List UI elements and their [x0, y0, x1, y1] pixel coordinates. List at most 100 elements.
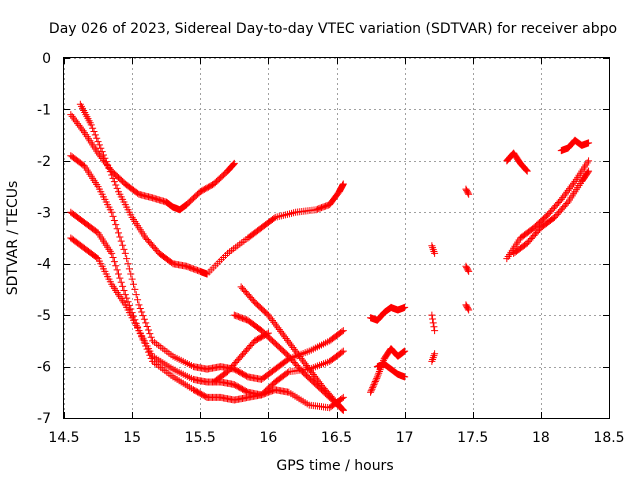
data-point — [570, 179, 578, 187]
data-point — [97, 144, 105, 152]
y-tick-label: -2 — [37, 154, 51, 170]
data-point — [93, 134, 101, 142]
data-point — [315, 378, 323, 386]
data-point — [143, 322, 151, 330]
data-point — [78, 125, 86, 133]
data-point — [72, 118, 80, 126]
data-point — [91, 131, 99, 139]
data-point — [75, 121, 83, 129]
data-point — [270, 318, 278, 326]
series-arc-24 — [503, 157, 593, 263]
chart-title: Day 026 of 2023, Sidereal Day-to-day VTE… — [49, 21, 617, 37]
y-tick-label: -6 — [37, 360, 51, 376]
data-point — [119, 282, 127, 290]
data-point — [303, 362, 311, 370]
series-arc-11 — [230, 311, 347, 414]
data-point — [142, 319, 150, 327]
series-arc-20 — [462, 185, 473, 198]
data-point — [140, 339, 148, 347]
data-point — [309, 371, 317, 379]
data-point — [140, 315, 148, 323]
data-point — [565, 185, 573, 193]
series-arc-22 — [462, 301, 473, 314]
series-arc-5 — [67, 152, 211, 373]
data-point — [94, 149, 102, 157]
y-tick-label: -4 — [37, 257, 51, 273]
data-point — [584, 168, 592, 176]
data-point — [138, 333, 146, 341]
data-point — [316, 380, 324, 388]
y-tick-label: 0 — [42, 51, 51, 67]
data-point — [428, 311, 436, 319]
data-point — [74, 120, 82, 128]
data-point — [308, 369, 316, 377]
x-tick-label: 18 — [532, 430, 550, 446]
data-point — [465, 267, 473, 275]
data-point — [301, 360, 309, 368]
data-point — [431, 249, 439, 257]
x-tick-label: 18.5 — [593, 430, 624, 446]
data-point — [561, 190, 569, 198]
data-point — [110, 178, 118, 186]
data-point — [135, 327, 143, 335]
y-tick-label: -7 — [37, 411, 51, 427]
data-point — [338, 328, 346, 336]
data-point — [465, 306, 473, 314]
data-point — [117, 278, 125, 286]
data-point — [292, 347, 300, 355]
data-point — [523, 167, 531, 175]
data-point — [115, 229, 122, 237]
data-point — [121, 291, 129, 299]
series-arc-17 — [428, 242, 439, 257]
data-point — [400, 348, 408, 356]
series-arc-3 — [76, 100, 211, 278]
data-point — [230, 159, 238, 167]
data-point — [399, 348, 407, 356]
series-arc-6 — [203, 327, 347, 383]
data-point — [108, 208, 116, 216]
data-point — [108, 249, 116, 257]
data-point — [374, 371, 382, 379]
data-point — [339, 393, 347, 401]
data-point — [370, 381, 378, 389]
data-point — [138, 308, 146, 316]
data-point — [147, 333, 155, 341]
data-point — [279, 331, 287, 339]
data-point — [117, 237, 125, 245]
data-point — [109, 212, 117, 220]
data-point — [267, 315, 275, 323]
series-arc-21 — [462, 262, 473, 275]
data-point — [283, 336, 291, 344]
series-arc-9 — [67, 234, 211, 401]
data-point — [401, 347, 409, 355]
data-point — [71, 116, 79, 124]
data-point — [401, 373, 409, 381]
data-point — [339, 347, 347, 355]
y-tick-labels: 0 -1 -2 -3 -4 -5 -6 -7 — [37, 51, 51, 427]
data-point — [429, 319, 437, 327]
data-point — [278, 329, 286, 337]
data-point — [128, 275, 136, 283]
data-point — [294, 351, 302, 359]
data-point — [585, 139, 593, 147]
data-point — [371, 377, 379, 385]
data-point — [124, 260, 132, 268]
data-point — [339, 180, 347, 188]
data-point — [147, 354, 155, 362]
data-point — [263, 330, 271, 338]
series-arc-13 — [237, 283, 347, 414]
data-point — [289, 344, 297, 352]
data-point — [136, 330, 144, 338]
data-point — [522, 166, 530, 174]
data-point — [464, 189, 472, 197]
data-point — [113, 184, 121, 192]
series-arc-1 — [67, 111, 191, 214]
data-point — [266, 313, 274, 321]
data-point — [430, 323, 438, 331]
data-point — [274, 324, 282, 332]
data-point — [112, 181, 120, 189]
data-point — [401, 303, 409, 311]
data-point — [338, 405, 346, 413]
data-point — [108, 171, 116, 179]
